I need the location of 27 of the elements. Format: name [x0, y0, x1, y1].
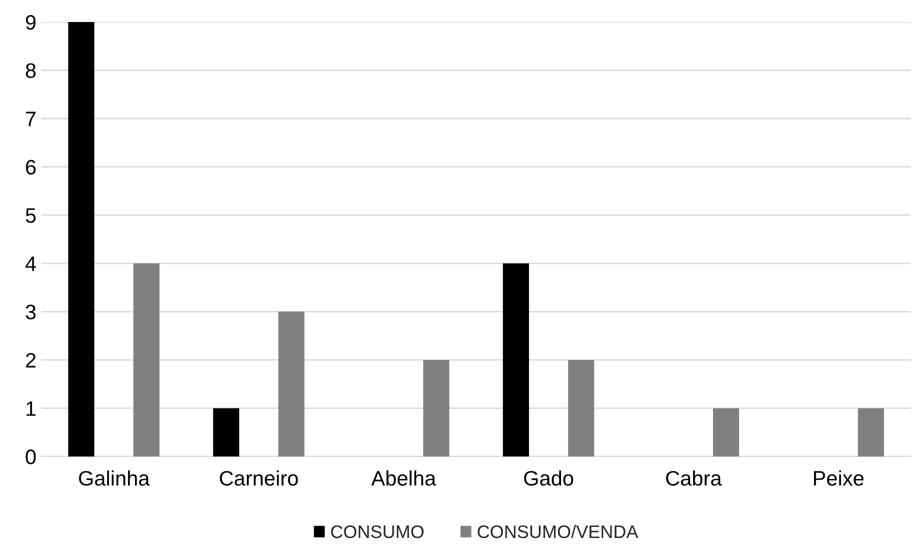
y-tick-label: 1: [26, 401, 36, 416]
y-tick-label: 5: [26, 208, 36, 223]
bar: [423, 360, 450, 456]
y-tick-label: 2: [26, 352, 36, 368]
y-tick-label: 4: [25, 256, 36, 271]
bar: [713, 408, 740, 456]
y-tick-label: 7: [26, 112, 36, 126]
y-tick-label: 3: [26, 304, 36, 320]
y-tick-label: 8: [26, 63, 36, 78]
legend-label: CONSUMO/VENDA: [478, 524, 638, 538]
bar: [278, 312, 304, 456]
x-tick-label: Peixe: [814, 470, 864, 486]
y-tick-label: 6: [26, 160, 36, 175]
y-tick-label: 9: [26, 15, 36, 30]
bar: [568, 360, 594, 456]
x-tick-label: Abelha: [371, 470, 436, 486]
x-tick-label: Cabra: [666, 470, 722, 486]
x-tick-label: Gado: [524, 470, 574, 486]
x-tick-label: Galinha: [78, 470, 150, 486]
bar: [68, 22, 94, 456]
bar: [502, 263, 529, 456]
legend-label: CONSUMO: [331, 525, 424, 538]
x-tick-label: Carneiro: [220, 470, 298, 486]
bar: [858, 408, 884, 456]
bar: [213, 408, 240, 456]
bar: [133, 263, 160, 456]
y-tick-label: 0: [26, 450, 36, 464]
